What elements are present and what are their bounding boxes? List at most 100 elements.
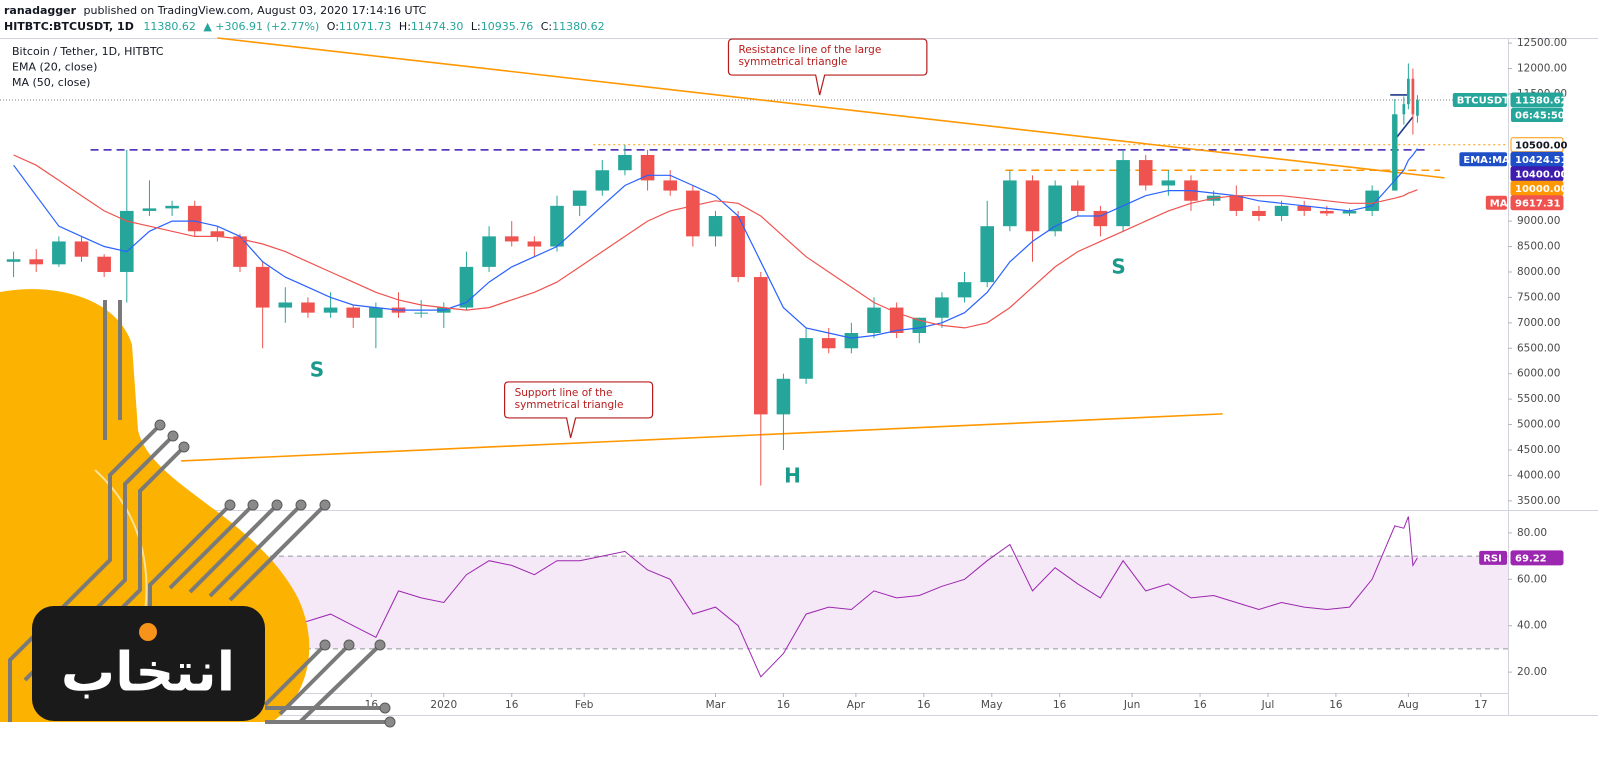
candle-body (1402, 104, 1406, 115)
ohlc-label: H: (399, 20, 411, 33)
trend-line (181, 413, 1223, 462)
candle-body (301, 302, 315, 313)
countdown: 06:45:50 (1515, 111, 1565, 122)
x-tick-label: Jun (1123, 699, 1140, 711)
watermark: انتخاب (0, 289, 396, 728)
callout-box (503, 381, 654, 439)
candle-body (1411, 78, 1415, 115)
y-tick-label: 7000.00 (1517, 317, 1560, 329)
price-tag: 69.22 RSI (1479, 550, 1564, 566)
price-tag-value: 10400.00 (1515, 169, 1568, 180)
x-tick-label: 16 (917, 699, 931, 711)
price-tag-value: 10424.51 (1515, 155, 1568, 166)
pad (247, 499, 259, 511)
price-tag: 10000.00 (1510, 180, 1568, 196)
y-tick-label: 6500.00 (1517, 342, 1560, 354)
candle-body (1025, 180, 1040, 232)
pattern-label: S (310, 357, 324, 381)
countdown-box (1511, 108, 1563, 123)
callout-text: symmetrical triangle (515, 399, 624, 411)
price-tag-value: 9617.31 (1515, 198, 1561, 209)
candle-body (1252, 210, 1266, 217)
candle-body (799, 338, 813, 379)
y-tick-label: 7500.00 (1517, 291, 1560, 303)
candle-body (1297, 205, 1312, 211)
price-tag-label-box (1452, 93, 1507, 108)
legend-entry: Bitcoin / Tether, 1D, HITBTC (12, 45, 164, 58)
candle-body (323, 307, 338, 313)
price-tag-label: EMA:MA (1463, 155, 1510, 166)
price-tag-box (1510, 195, 1564, 211)
callout-text: symmetrical triangle (738, 56, 847, 68)
header-byline: ranadagger published on TradingView.com,… (4, 4, 427, 17)
candle-body (708, 216, 723, 237)
candle-body (120, 210, 134, 272)
y-tick-label: 5000.00 (1517, 419, 1560, 431)
candle-body (1003, 180, 1017, 227)
candle-body (6, 259, 21, 262)
candle-body (731, 216, 745, 278)
y-tick-label: 8500.00 (1517, 241, 1560, 253)
x-tick-label: Feb (575, 699, 594, 711)
indicator-line (13, 148, 1418, 339)
price-tag: 11380.62 BTCUSDT 06:45:50 (1452, 92, 1568, 123)
price-tag-value: 69.22 (1515, 553, 1547, 564)
candle-body (1342, 210, 1357, 214)
x-tick-label: 16 (1329, 699, 1343, 711)
candle-body (1070, 185, 1085, 211)
ohlc-label: O: (327, 20, 339, 33)
candle-body (1138, 160, 1153, 186)
trace (278, 643, 351, 716)
price-tag: 10500.00 (1510, 137, 1568, 153)
pad (343, 639, 355, 651)
price-tag: 10424.51 EMA:MA (1459, 151, 1568, 167)
candle-body (663, 180, 678, 191)
candle-body (504, 236, 519, 242)
x-tick-label: Aug (1398, 699, 1419, 711)
candle-body (1365, 190, 1379, 211)
y-tick-label: 12000.00 (1517, 63, 1567, 75)
candle-body (346, 307, 361, 318)
y-tick-label: 80.00 (1517, 527, 1547, 539)
pad (167, 430, 179, 442)
pad (379, 702, 391, 714)
last-price: 11380.62 (143, 20, 196, 33)
candle-body (1407, 78, 1410, 105)
candle-body (1116, 160, 1130, 227)
indicator-line (13, 154, 1418, 329)
candle-body (52, 241, 66, 265)
candle-body (187, 205, 202, 232)
logo-text: انتخاب (61, 641, 235, 704)
x-tick-label: 16 (505, 699, 519, 711)
x-tick-label: 2020 (430, 699, 457, 711)
header-quote: HITBTC:BTCUSDT, 1D 11380.62 ▲ +306.91 (+… (4, 20, 605, 33)
y-tick-label: 4000.00 (1517, 469, 1560, 481)
trace (8, 423, 162, 722)
pattern-label: H (784, 463, 801, 487)
price-tag: 10400.00 (1510, 166, 1568, 182)
pattern-label: S (1111, 254, 1125, 278)
trace (263, 643, 327, 707)
y-tick-label: 6000.00 (1517, 368, 1560, 380)
candle-body (776, 378, 791, 415)
candle-body (1416, 100, 1419, 116)
trace (208, 503, 303, 598)
candle-body (754, 277, 768, 415)
trace (188, 503, 279, 594)
y-tick-label: 9000.00 (1517, 215, 1560, 227)
pad (319, 499, 331, 511)
candle-body (1392, 114, 1398, 191)
y-tick-label: 8000.00 (1517, 266, 1560, 278)
candle-body (97, 256, 111, 272)
ohlc-value: 11071.73 (339, 20, 392, 33)
candle-body (1161, 180, 1176, 186)
y-tick-label: 60.00 (1517, 573, 1547, 585)
pad (319, 639, 331, 651)
price-tag-label-box (1485, 195, 1507, 210)
y-tick-label: 4500.00 (1517, 444, 1560, 456)
author: ranadagger (4, 4, 77, 17)
pad (295, 499, 307, 511)
y-tick-label: 5500.00 (1517, 393, 1560, 405)
x-tick-label: May (981, 699, 1003, 711)
y-tick-label: 40.00 (1517, 620, 1547, 632)
